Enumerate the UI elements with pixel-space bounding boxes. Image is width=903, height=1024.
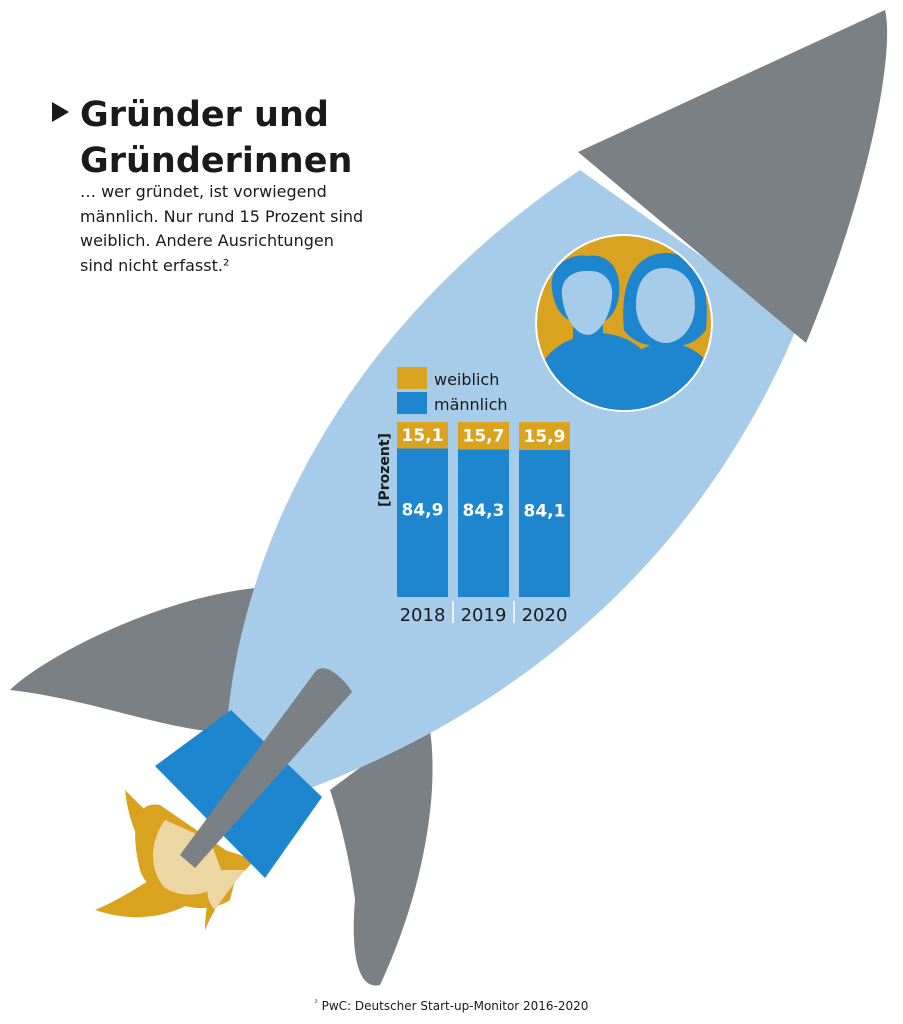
- data-label-female-2020: 15,9: [524, 427, 566, 447]
- legend-swatch-female: [397, 367, 427, 389]
- play-triangle-icon: [52, 102, 69, 122]
- y-axis-label: [Prozent]: [377, 433, 393, 507]
- rocket-fins: [10, 588, 433, 986]
- title-line-2: Gründerinnen: [80, 141, 353, 181]
- bar-female-2018: [397, 422, 448, 449]
- bar-female-2019: [458, 422, 509, 450]
- footnote-text: PwC: Deutscher Start-up-Monitor 2016-202…: [317, 999, 589, 1013]
- x-tick-label-2018: 2018: [400, 605, 446, 626]
- rocket-nose-cone: [578, 10, 888, 343]
- legend-label-female: weiblich: [434, 370, 499, 389]
- data-label-male-2019: 84,3: [463, 501, 505, 521]
- source-footnote: ² PwC: Deutscher Start-up-Monitor 2016-2…: [0, 998, 903, 1013]
- title-line-1: Gründer und: [80, 95, 329, 135]
- bar-male-2019: [458, 449, 509, 597]
- subtitle-line: männlich. Nur rund 15 Prozent sind: [80, 206, 364, 226]
- bar-male-2018: [397, 448, 448, 597]
- bar-female-2020: [519, 422, 570, 450]
- rocket-center-fin: [180, 668, 352, 868]
- legend-label-male: männlich: [434, 395, 508, 414]
- footnote-marker: ²: [314, 998, 318, 1007]
- chart-legend: weiblich männlich: [397, 367, 508, 414]
- x-tick-label-2019: 2019: [461, 605, 507, 626]
- data-label-male-2018: 84,9: [402, 501, 444, 521]
- x-tick-label-2020: 2020: [522, 605, 568, 626]
- subtitle-line: weiblich. Andere Ausrichtungen: [80, 231, 334, 250]
- founders-silhouette-icon: [535, 234, 713, 412]
- subtitle: … wer gründet, ist vorwiegend männlich. …: [80, 180, 363, 278]
- data-label-female-2018: 15,1: [402, 426, 444, 446]
- subtitle-line: … wer gründet, ist vorwiegend: [80, 182, 327, 201]
- subtitle-line: sind nicht erfasst.²: [80, 255, 230, 275]
- data-label-male-2020: 84,1: [524, 501, 566, 521]
- bar-male-2020: [519, 449, 570, 597]
- stacked-bars: 84,9 15,1 2018 84,3 15,7 2019 84,1 15,9 2020: [397, 422, 570, 626]
- data-label-female-2019: 15,7: [463, 427, 505, 447]
- page-title: Gründer und Gründerinnen: [52, 92, 352, 184]
- legend-swatch-male: [397, 392, 427, 414]
